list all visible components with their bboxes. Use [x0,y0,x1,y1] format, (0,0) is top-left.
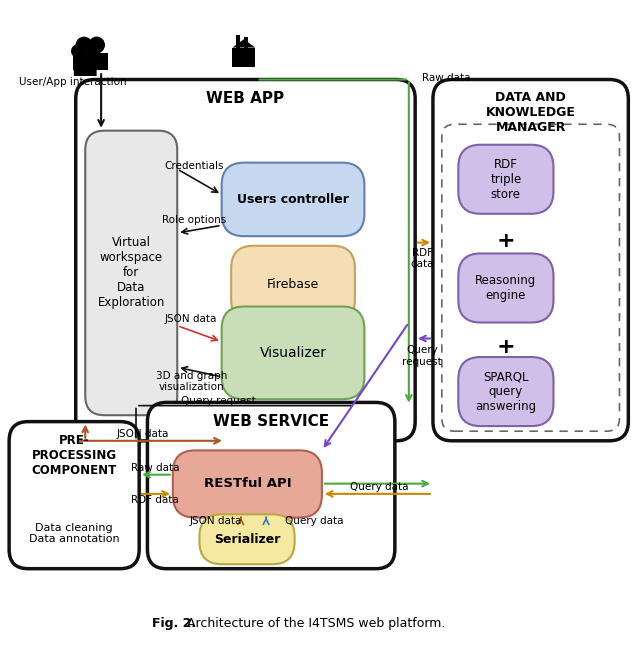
Text: ██: ██ [74,61,97,75]
Text: Credentials: Credentials [164,161,224,171]
Text: Firebase: Firebase [267,277,319,291]
Polygon shape [85,53,108,70]
Text: +: + [497,231,515,251]
Text: User/App interaction: User/App interaction [19,77,126,87]
Circle shape [89,37,104,53]
Text: Raw data: Raw data [422,74,470,83]
FancyBboxPatch shape [221,163,364,236]
Text: Fig. 2.: Fig. 2. [152,617,196,630]
Text: WEB APP: WEB APP [206,91,285,106]
Text: RDF data: RDF data [131,495,179,505]
Polygon shape [232,48,255,66]
Text: Query data: Query data [350,482,409,493]
Circle shape [76,37,92,53]
FancyBboxPatch shape [231,246,355,322]
FancyBboxPatch shape [458,253,554,322]
Polygon shape [72,53,95,70]
FancyBboxPatch shape [200,514,294,564]
FancyBboxPatch shape [147,402,395,569]
FancyBboxPatch shape [85,131,177,415]
Text: Query request: Query request [181,396,256,406]
FancyBboxPatch shape [221,306,364,399]
Text: JSON data: JSON data [164,314,217,324]
Text: Role options: Role options [163,215,227,225]
Polygon shape [236,35,240,48]
Text: Users controller: Users controller [237,193,349,206]
Polygon shape [244,37,248,48]
Text: DATA AND
KNOWLEDGE
MANAGER: DATA AND KNOWLEDGE MANAGER [486,91,575,134]
Text: Data cleaning
Data annotation: Data cleaning Data annotation [29,522,120,544]
Text: JSON data: JSON data [116,430,168,439]
Text: Query data: Query data [285,516,344,526]
FancyBboxPatch shape [173,450,322,517]
Text: WEB SERVICE: WEB SERVICE [213,414,329,429]
Text: RDF
data: RDF data [410,248,434,270]
Text: +: + [497,337,515,357]
Text: JSON data: JSON data [190,516,242,526]
Text: Query
request: Query request [403,345,442,366]
Text: Virtual
workspace
for
Data
Exploration: Virtual workspace for Data Exploration [97,237,165,310]
Text: SPARQL
query
answering: SPARQL query answering [476,370,536,413]
Text: ●●: ●● [70,42,101,60]
Text: RESTful API: RESTful API [204,477,291,490]
FancyBboxPatch shape [76,79,415,441]
Text: Raw data: Raw data [131,463,179,473]
FancyBboxPatch shape [9,422,139,569]
Text: 3D and graph
visualization: 3D and graph visualization [156,370,228,392]
Text: Visualizer: Visualizer [260,346,326,360]
Polygon shape [232,39,255,48]
FancyBboxPatch shape [458,357,554,426]
FancyBboxPatch shape [433,79,628,441]
Text: PRE-
PROCESSING
COMPONENT: PRE- PROCESSING COMPONENT [31,434,116,477]
Text: Reasoning
engine: Reasoning engine [476,274,536,302]
Text: RDF
triple
store: RDF triple store [490,158,522,201]
Text: Architecture of the I4TSMS web platform.: Architecture of the I4TSMS web platform. [187,617,445,630]
FancyBboxPatch shape [458,144,554,213]
Text: Serializer: Serializer [214,533,280,546]
